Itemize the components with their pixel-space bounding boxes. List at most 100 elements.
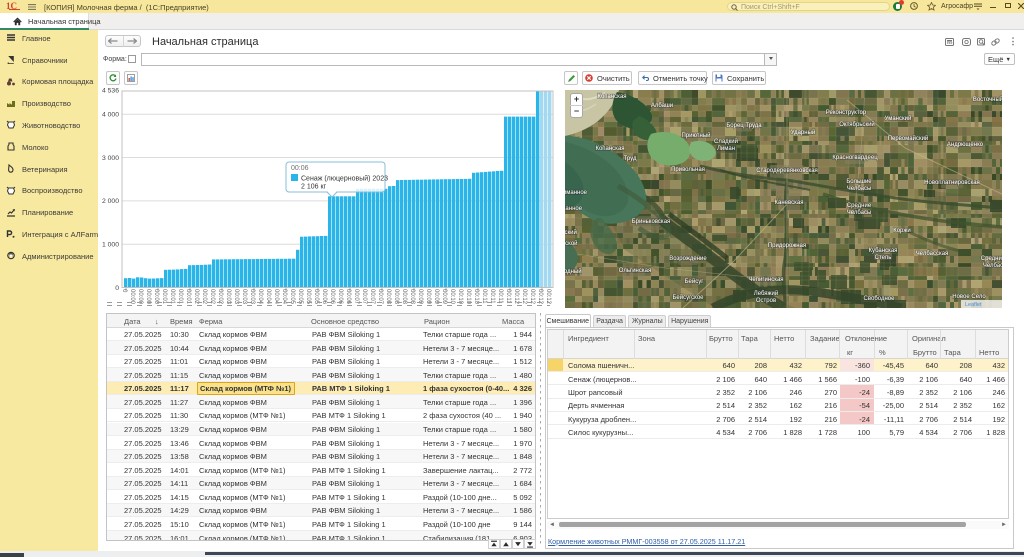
svg-text:00:12: 00:12 (529, 289, 535, 305)
svg-text:Каневская: Каневская (775, 200, 804, 206)
svg-text:00:05: 00:05 (305, 289, 311, 305)
svg-text:00:05: 00:05 (289, 289, 295, 305)
svg-text:00:05: 00:05 (297, 289, 303, 305)
svg-text:00:03: 00:03 (225, 289, 231, 305)
svg-text:Челбасы: Челбасы (847, 210, 872, 216)
svg-text:0: 0 (121, 289, 127, 293)
svg-text:00:00: 00:00 (153, 289, 159, 305)
svg-text:00:02: 00:02 (217, 289, 223, 305)
svg-text:Привольная: Привольная (671, 167, 705, 173)
svg-text:00:07: 00:07 (377, 289, 383, 305)
svg-text:00:02: 00:02 (209, 289, 215, 305)
svg-text:Ольгинская: Ольгинская (619, 268, 651, 274)
svg-text:анской: анской (565, 240, 578, 247)
svg-text:Степь: Степь (875, 255, 892, 261)
svg-text:00:01: 00:01 (169, 289, 175, 305)
svg-text:Чепигинская: Чепигинская (748, 277, 783, 283)
svg-text:00:01: 00:01 (177, 289, 183, 305)
svg-text:Восточный: Восточный (973, 96, 1002, 103)
svg-text:2 106 кг: 2 106 кг (301, 184, 327, 191)
svg-text:00:06: 00:06 (329, 289, 335, 305)
svg-text:00:01: 00:01 (161, 289, 167, 305)
svg-text:00:09: 00:09 (425, 289, 431, 305)
svg-text:00:12: 00:12 (545, 289, 551, 305)
svg-text:00:11: 00:11 (497, 289, 503, 304)
svg-text:Придорожная: Придорожная (768, 243, 806, 249)
svg-text:00:09: 00:09 (441, 289, 447, 305)
svg-text:00:02: 00:02 (201, 289, 207, 305)
svg-text:4 000: 4 000 (102, 112, 119, 119)
svg-text:рский: рский (565, 229, 577, 236)
svg-text:Андрющенко: Андрющенко (947, 142, 984, 148)
svg-text:00:08: 00:08 (409, 289, 415, 305)
svg-text:1 000: 1 000 (102, 242, 119, 249)
svg-text:Стародеревянковская: Стародеревянковская (756, 168, 818, 174)
svg-text:00:12: 00:12 (513, 289, 519, 305)
svg-text:Бриньковская: Бриньковская (632, 219, 671, 225)
svg-text:00:05: 00:05 (313, 289, 319, 305)
svg-text:Leaflet: Leaflet (965, 302, 982, 308)
svg-text:00:00: 00:00 (137, 289, 143, 305)
svg-text:00:10: 00:10 (473, 289, 479, 305)
svg-text:00:00: 00:00 (145, 289, 151, 305)
svg-text:Октябрьский: Октябрьский (839, 121, 875, 128)
svg-text:00:06: 00:06 (291, 165, 309, 172)
svg-text:Бейсуг: Бейсуг (685, 278, 705, 285)
svg-text:Челбасы: Челбасы (847, 186, 872, 192)
svg-text:00:08: 00:08 (393, 289, 399, 305)
svg-text:Остров: Остров (756, 298, 776, 304)
svg-text:Первомайский: Первомайский (888, 135, 929, 142)
svg-text:00:07: 00:07 (361, 289, 367, 305)
svg-text:00:04: 00:04 (273, 289, 279, 305)
svg-text:Приютный: Приютный (681, 132, 710, 139)
svg-text:00:02: 00:02 (193, 289, 199, 305)
svg-text:Сладкий: Сладкий (714, 138, 738, 145)
svg-text:00:03: 00:03 (241, 289, 247, 305)
svg-text:00:10: 00:10 (457, 289, 463, 305)
svg-text:00:11: 00:11 (481, 289, 487, 304)
svg-text:00:07: 00:07 (369, 289, 375, 305)
svg-text:бодный: бодный (565, 268, 582, 275)
svg-text:00:08: 00:08 (401, 289, 407, 305)
svg-text:Бейсугское: Бейсугское (672, 294, 704, 301)
svg-text:00:04: 00:04 (265, 289, 271, 305)
svg-text:Красногвардеец: Красногвардеец (832, 155, 878, 161)
svg-text:Новоплатнировская: Новоплатнировская (924, 180, 980, 186)
svg-text:00:11: 00:11 (505, 289, 511, 304)
svg-text:Сенаж (люцерновый) 2023: Сенаж (люцерновый) 2023 (301, 175, 388, 183)
svg-text:Свободное: Свободное (864, 296, 896, 302)
svg-text:Возрождение: Возрождение (669, 256, 707, 262)
svg-text:Копанская: Копанская (595, 146, 624, 152)
svg-text:3 000: 3 000 (102, 155, 119, 162)
svg-text:00:07: 00:07 (353, 289, 359, 305)
svg-text:Реконструктор: Реконструктор (826, 110, 867, 116)
svg-text:00:03: 00:03 (249, 289, 255, 305)
svg-text:00:06: 00:06 (337, 289, 343, 305)
svg-text:Кубанская: Кубанская (869, 248, 898, 254)
svg-text:Челбасская: Челбасская (916, 251, 949, 257)
svg-text:Копанская: Копанская (597, 94, 626, 100)
svg-text:00:04: 00:04 (257, 289, 263, 305)
svg-text:00:06: 00:06 (345, 289, 351, 305)
svg-text:Новое Село: Новое Село (952, 294, 986, 300)
svg-text:00:12: 00:12 (537, 289, 543, 305)
svg-text:00:06: 00:06 (321, 289, 327, 305)
svg-text:Лиман: Лиман (717, 146, 735, 152)
svg-text:0: 0 (115, 285, 119, 292)
svg-text:Труд: Труд (624, 156, 637, 162)
svg-text:00:00: 00:00 (129, 289, 135, 305)
svg-text:00:03: 00:03 (233, 289, 239, 305)
svg-text:00:11: 00:11 (489, 289, 495, 304)
svg-text:00:01: 00:01 (185, 289, 191, 305)
svg-text:4 536: 4 536 (102, 88, 119, 95)
svg-text:Коржи: Коржи (893, 228, 911, 234)
svg-text:00:04: 00:04 (281, 289, 287, 305)
svg-text:00:09: 00:09 (433, 289, 439, 305)
svg-text:00:09: 00:09 (417, 289, 423, 305)
svg-text:Челбас: Челбас (983, 263, 1002, 269)
svg-text:00:10: 00:10 (465, 289, 471, 305)
svg-text:2 000: 2 000 (102, 198, 119, 205)
svg-text:00:12: 00:12 (521, 289, 527, 305)
svg-text:Средние: Средние (847, 203, 872, 209)
svg-text:Ударный: Ударный (791, 129, 816, 136)
